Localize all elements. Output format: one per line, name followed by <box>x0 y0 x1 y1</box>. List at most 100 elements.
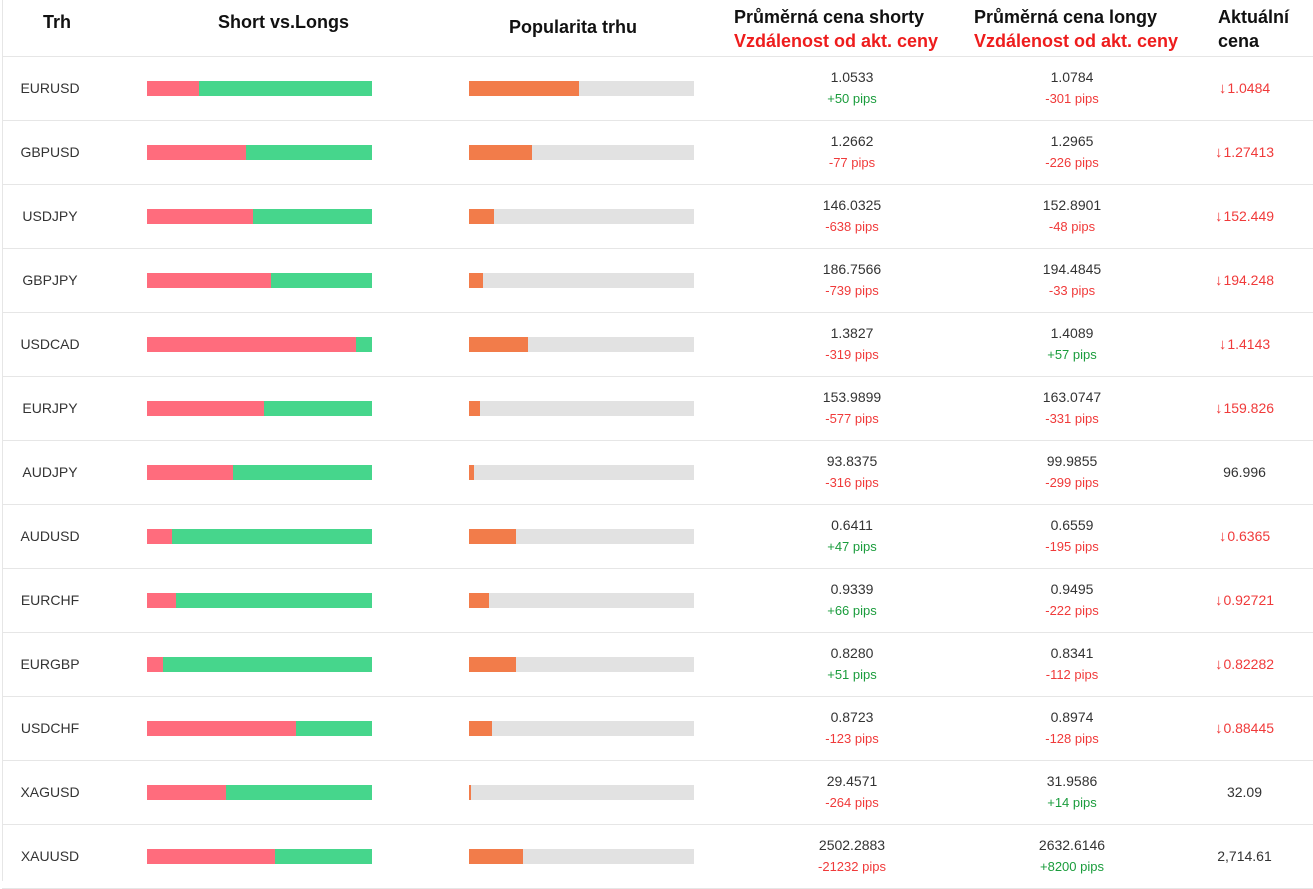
popularity-fill <box>469 145 532 160</box>
avg-short-distance: -264 pips <box>825 795 879 810</box>
avg-short-cell: 0.8280 +51 pips <box>752 633 952 696</box>
table-row-eurgbp[interactable]: EURGBP 0.8280 +51 pips 0.8341 -112 pips … <box>2 633 1313 697</box>
avg-long-price: 0.6559 <box>1050 517 1094 533</box>
avg-long-price: 99.9855 <box>1046 453 1098 469</box>
avg-short-price: 146.0325 <box>822 197 882 213</box>
table-row-usdjpy[interactable]: USDJPY 146.0325 -638 pips 152.8901 -48 p… <box>2 185 1313 249</box>
current-price: 32.09 <box>1162 761 1313 824</box>
avg-long-price: 0.8341 <box>1050 645 1094 661</box>
avg-long-cell: 1.2965 -226 pips <box>972 121 1172 184</box>
header-market: Trh <box>43 12 72 32</box>
avg-long-distance: -48 pips <box>1048 219 1096 234</box>
current-price-value: 96.996 <box>1223 464 1266 480</box>
table-header: Trh Short vs.Longs Popularita trhu Průmě… <box>2 0 1313 57</box>
market-symbol[interactable]: USDCAD <box>20 336 80 352</box>
avg-long-cell: 2632.6146 +8200 pips <box>972 825 1172 888</box>
current-price-value: 32.09 <box>1226 784 1263 800</box>
short-vs-long-bar <box>147 785 372 800</box>
current-price-value: 1.4143 <box>1227 336 1271 352</box>
avg-short-cell: 0.6411 +47 pips <box>752 505 952 568</box>
table-row-xauusd[interactable]: XAUUSD 2502.2883 -21232 pips 2632.6146 +… <box>2 825 1313 889</box>
market-symbol[interactable]: EURUSD <box>20 80 80 96</box>
short-share-fill <box>147 401 264 416</box>
table-row-audusd[interactable]: AUDUSD 0.6411 +47 pips 0.6559 -195 pips … <box>2 505 1313 569</box>
short-share-fill <box>147 145 246 160</box>
avg-long-cell: 0.8974 -128 pips <box>972 697 1172 760</box>
avg-short-price: 93.8375 <box>826 453 878 469</box>
arrow-down-icon: ↓ <box>1218 80 1227 97</box>
header-avg-short-subtitle: Vzdálenost od akt. ceny <box>734 31 939 51</box>
avg-short-distance: +47 pips <box>827 539 877 554</box>
short-vs-long-bar <box>147 401 372 416</box>
table-row-eurjpy[interactable]: EURJPY 153.9899 -577 pips 163.0747 -331 … <box>2 377 1313 441</box>
avg-long-distance: -195 pips <box>1045 539 1099 554</box>
short-vs-long-bar <box>147 657 372 672</box>
avg-long-cell: 0.9495 -222 pips <box>972 569 1172 632</box>
current-price-value: 2,714.61 <box>1217 848 1272 864</box>
avg-short-distance: -739 pips <box>825 283 879 298</box>
avg-long-cell: 194.4845 -33 pips <box>972 249 1172 312</box>
avg-short-distance: +51 pips <box>827 667 877 682</box>
popularity-fill <box>469 209 494 224</box>
avg-short-price: 0.8280 <box>830 645 874 661</box>
market-symbol[interactable]: XAUUSD <box>20 848 80 864</box>
avg-short-distance: -577 pips <box>825 411 879 426</box>
market-symbol[interactable]: AUDJPY <box>22 464 78 480</box>
avg-long-price: 1.4089 <box>1050 325 1094 341</box>
table-row-usdchf[interactable]: USDCHF 0.8723 -123 pips 0.8974 -128 pips… <box>2 697 1313 761</box>
header-current-price: Aktuální cena <box>1218 5 1289 53</box>
avg-long-cell: 0.8341 -112 pips <box>972 633 1172 696</box>
table-body: EURUSD 1.0533 +50 pips 1.0784 -301 pips … <box>2 57 1313 889</box>
avg-long-price: 152.8901 <box>1042 197 1102 213</box>
market-symbol[interactable]: GBPUSD <box>20 144 80 160</box>
popularity-bar <box>469 337 694 352</box>
current-price: ↓1.4143 <box>1162 313 1313 376</box>
market-symbol[interactable]: EURGBP <box>20 656 80 672</box>
avg-short-cell: 2502.2883 -21232 pips <box>752 825 952 888</box>
short-vs-long-bar <box>147 273 372 288</box>
popularity-bar <box>469 657 694 672</box>
market-symbol[interactable]: AUDUSD <box>20 528 80 544</box>
table-row-eurchf[interactable]: EURCHF 0.9339 +66 pips 0.9495 -222 pips … <box>2 569 1313 633</box>
market-symbol[interactable]: EURJPY <box>22 400 78 416</box>
popularity-fill <box>469 785 472 800</box>
avg-long-price: 0.8974 <box>1050 709 1094 725</box>
popularity-fill <box>469 273 483 288</box>
current-price: 2,714.61 <box>1162 825 1313 888</box>
avg-short-cell: 1.3827 -319 pips <box>752 313 952 376</box>
popularity-bar <box>469 593 694 608</box>
table-row-audjpy[interactable]: AUDJPY 93.8375 -316 pips 99.9855 -299 pi… <box>2 441 1313 505</box>
header-avg-short-title: Průměrná cena shorty <box>734 7 925 27</box>
short-share-fill <box>147 337 357 352</box>
avg-short-price: 1.0533 <box>830 69 874 85</box>
arrow-down-icon: ↓ <box>1214 656 1223 673</box>
table-row-gbpusd[interactable]: GBPUSD 1.2662 -77 pips 1.2965 -226 pips … <box>2 121 1313 185</box>
avg-short-distance: +50 pips <box>827 91 877 106</box>
header-avg-long-title: Průměrná cena longy <box>974 7 1158 27</box>
popularity-fill <box>469 593 490 608</box>
popularity-fill <box>469 337 528 352</box>
current-price-value: 194.248 <box>1223 272 1275 288</box>
avg-long-cell: 99.9855 -299 pips <box>972 441 1172 504</box>
current-price-value: 0.88445 <box>1223 720 1275 736</box>
header-avg-long-subtitle: Vzdálenost od akt. ceny <box>974 31 1179 51</box>
short-vs-long-bar <box>147 849 372 864</box>
table-row-xagusd[interactable]: XAGUSD 29.4571 -264 pips 31.9586 +14 pip… <box>2 761 1313 825</box>
market-symbol[interactable]: XAGUSD <box>20 784 80 800</box>
avg-short-price: 1.2662 <box>830 133 874 149</box>
table-row-usdcad[interactable]: USDCAD 1.3827 -319 pips 1.4089 +57 pips … <box>2 313 1313 377</box>
avg-long-cell: 31.9586 +14 pips <box>972 761 1172 824</box>
market-symbol[interactable]: USDCHF <box>20 720 80 736</box>
current-price-value: 1.27413 <box>1223 144 1275 160</box>
avg-short-cell: 29.4571 -264 pips <box>752 761 952 824</box>
avg-short-distance: +66 pips <box>827 603 877 618</box>
table-row-eurusd[interactable]: EURUSD 1.0533 +50 pips 1.0784 -301 pips … <box>2 57 1313 121</box>
table-row-gbpjpy[interactable]: GBPJPY 186.7566 -739 pips 194.4845 -33 p… <box>2 249 1313 313</box>
current-price: ↓0.88445 <box>1162 697 1313 760</box>
market-symbol[interactable]: GBPJPY <box>22 272 78 288</box>
market-symbol[interactable]: EURCHF <box>20 592 80 608</box>
market-symbol[interactable]: USDJPY <box>22 208 78 224</box>
avg-long-cell: 152.8901 -48 pips <box>972 185 1172 248</box>
avg-long-distance: +14 pips <box>1047 795 1097 810</box>
